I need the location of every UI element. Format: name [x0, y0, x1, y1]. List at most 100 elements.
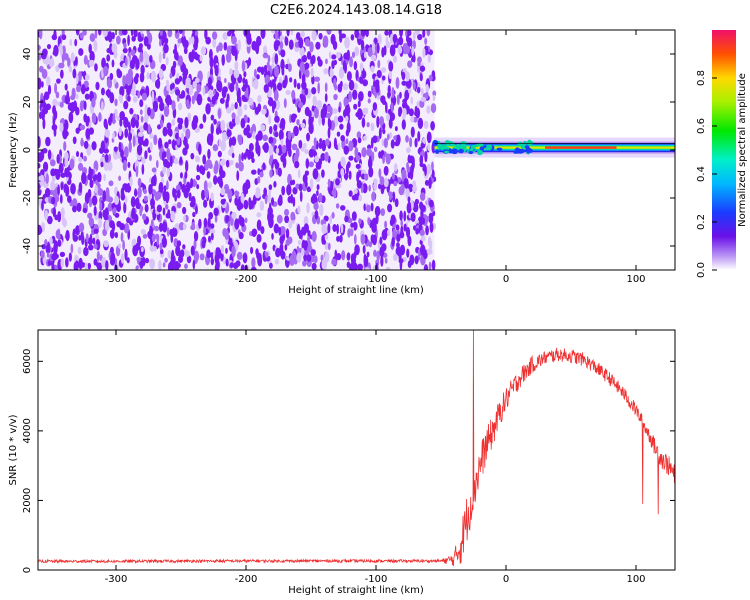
noise-speckle-mark: [165, 204, 169, 210]
noise-speckle-mark: [373, 182, 378, 191]
noise-speckle-mark: [310, 67, 314, 78]
noise-speckle-mark: [200, 46, 207, 56]
noise-speckle-mark: [297, 169, 301, 179]
noise-speckle-mark: [418, 146, 422, 153]
noise-speckle-mark: [146, 30, 150, 37]
noise-speckle-mark: [66, 195, 72, 203]
noise-speckle-mark: [251, 40, 257, 51]
noise-speckle-mark: [418, 219, 424, 226]
noise-speckle-mark: [385, 101, 388, 114]
noise-speckle-mark: [362, 183, 368, 194]
noise-speckle-mark: [361, 70, 367, 79]
noise-speckle-mark: [320, 112, 326, 120]
noise-speckle-mark: [210, 192, 214, 202]
noise-speckle-mark: [97, 188, 104, 196]
noise-speckle-mark: [152, 100, 159, 113]
noise-speckle-mark: [405, 226, 411, 238]
noise-speckle-mark: [188, 192, 192, 202]
noise-speckle-mark: [357, 263, 364, 270]
noise-speckle-mark: [276, 214, 283, 224]
noise-speckle-mark: [38, 44, 41, 51]
noise-speckle-mark: [229, 159, 234, 166]
noise-speckle-mark: [159, 101, 165, 112]
noise-speckle-mark: [177, 102, 183, 111]
noise-speckle-mark: [293, 78, 297, 88]
noise-speckle-mark: [46, 215, 53, 225]
noise-speckle-mark: [91, 141, 97, 151]
signal-speckle-mark: [440, 144, 447, 150]
noise-speckle-mark: [347, 228, 351, 238]
noise-speckle-mark: [364, 257, 368, 264]
noise-speckle-mark: [278, 226, 282, 236]
noise-speckle-mark: [412, 185, 418, 193]
signal-speckle-mark: [523, 140, 527, 145]
noise-speckle-mark: [75, 260, 79, 270]
noise-speckle-mark: [367, 46, 373, 57]
noise-speckle-mark: [431, 259, 436, 270]
noise-speckle-mark: [244, 217, 248, 224]
noise-speckle-mark: [108, 180, 114, 187]
noise-speckle-mark: [104, 219, 110, 232]
noise-speckle-mark: [192, 211, 196, 218]
noise-speckle-mark: [38, 175, 44, 181]
noise-speckle-mark: [332, 108, 338, 114]
noise-speckle-mark: [70, 183, 76, 195]
noise-speckle-mark: [122, 239, 125, 251]
noise-speckle-mark: [104, 128, 111, 138]
noise-speckle-mark: [150, 218, 154, 227]
noise-speckle-mark: [314, 155, 320, 163]
noise-speckle-mark: [226, 106, 232, 114]
noise-speckle-mark: [284, 208, 290, 217]
noise-speckle-mark: [262, 143, 267, 152]
noise-speckle-mark: [425, 83, 430, 95]
noise-speckle-mark: [324, 93, 328, 103]
noise-speckle-mark: [140, 30, 144, 35]
noise-speckle-mark: [143, 122, 149, 131]
noise-speckle-mark: [228, 137, 233, 148]
noise-speckle-mark: [372, 135, 378, 144]
noise-speckle-mark: [325, 234, 329, 240]
noise-speckle-mark: [281, 66, 285, 76]
noise-speckle-mark: [218, 176, 223, 185]
noise-speckle-mark: [210, 223, 215, 229]
noise-speckle-mark: [158, 182, 164, 194]
noise-speckle-mark: [409, 254, 415, 266]
noise-speckle-mark: [405, 135, 409, 143]
noise-speckle-mark: [122, 162, 127, 172]
noise-speckle-mark: [220, 244, 225, 255]
noise-speckle-mark: [158, 52, 162, 64]
noise-speckle-mark: [281, 185, 286, 196]
noise-speckle-mark: [290, 211, 295, 221]
noise-speckle-mark: [221, 54, 225, 66]
noise-speckle-mark: [412, 202, 419, 213]
noise-speckle-mark: [419, 100, 425, 108]
noise-speckle-mark: [199, 253, 205, 261]
noise-speckle-mark: [357, 100, 361, 108]
noise-speckle-mark: [115, 35, 121, 45]
noise-speckle-mark: [151, 90, 155, 103]
noise-speckle-mark: [412, 81, 416, 91]
noise-speckle-mark: [432, 90, 437, 97]
noise-speckle-mark: [254, 190, 261, 199]
noise-speckle-mark: [147, 106, 152, 116]
noise-speckle-mark: [400, 219, 404, 227]
noise-speckle-mark: [194, 155, 200, 162]
noise-speckle-mark: [414, 198, 420, 205]
noise-speckle-mark: [396, 242, 400, 248]
noise-speckle-mark: [348, 91, 352, 103]
noise-speckle-mark: [304, 240, 308, 249]
noise-speckle-mark: [253, 68, 257, 78]
noise-speckle-mark: [334, 249, 338, 258]
noise-speckle-mark: [309, 41, 314, 53]
noise-speckle-mark: [248, 203, 253, 210]
noise-speckle-mark: [252, 130, 256, 139]
noise-speckle-mark: [130, 117, 137, 128]
noise-speckle-mark: [182, 125, 187, 133]
noise-speckle-mark: [221, 86, 227, 99]
noise-speckle-mark: [262, 134, 269, 142]
noise-speckle-mark: [168, 128, 173, 137]
noise-speckle-mark: [112, 207, 117, 215]
noise-speckle-mark: [349, 262, 356, 270]
noise-speckle-mark: [231, 45, 237, 56]
